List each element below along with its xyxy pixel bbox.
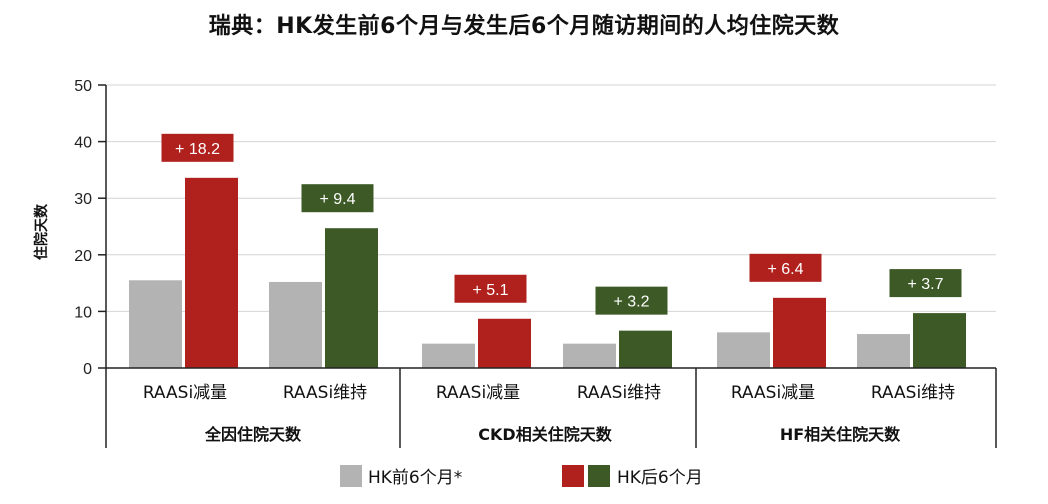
diff-label-box [161,133,234,162]
category-label: RAASi减量 [143,383,227,403]
bar-before [717,332,770,368]
legend-swatch [562,465,584,487]
bars [129,177,966,368]
group-label: CKD相关住院天数 [478,425,612,444]
diff-label: + 3.7 [907,276,943,293]
category-label: RAASi减量 [731,383,815,403]
legend: HK前6个月* HK后6个月 [340,465,703,488]
category-label: RAASi减量 [436,383,520,403]
diff-label: + 6.4 [767,261,803,278]
bar-before [857,334,910,368]
y-tick-label: 0 [83,361,92,378]
diff-label: + 18.2 [175,141,220,158]
bar-after [913,313,966,368]
legend-swatch [588,465,610,487]
y-tick-label: 10 [74,304,92,321]
y-tick-label: 40 [74,135,92,152]
diff-label: + 5.1 [472,282,508,299]
bar-after [478,318,531,368]
bar-before [563,343,616,368]
diff-label-box [301,184,374,213]
gridlines [106,84,996,312]
diff-label: + 3.2 [613,294,649,311]
y-tick-label: 30 [74,191,92,208]
y-tick-label: 20 [74,248,92,265]
bar-after [325,228,378,368]
y-tick-label: 50 [74,78,92,95]
category-label: RAASi维持 [871,383,955,403]
axes: 0 10 20 30 40 50 [74,78,997,448]
diff-label-box [889,269,962,298]
bar-after [773,297,826,368]
category-label: RAASi维持 [577,383,661,403]
bar-after [185,177,238,368]
group-label: 全因住院天数 [204,425,302,444]
bar-after [619,330,672,368]
legend-label: HK前6个月* [368,468,462,488]
bar-before [129,280,182,368]
bar-before [269,281,322,368]
diff-label: + 9.4 [319,191,355,208]
legend-label: HK后6个月 [617,468,703,488]
bar-before [422,343,475,368]
diff-label-box [454,274,527,303]
y-axis-label: 住院天数 [33,203,50,260]
chart-title: 瑞典：HK发生前6个月与发生后6个月随访期间的人均住院天数 [208,14,840,39]
diff-label-box [595,286,668,315]
legend-swatch [340,465,362,487]
diff-label-box [749,253,822,282]
category-label: RAASi维持 [283,383,367,403]
group-label: HF相关住院天数 [780,425,901,444]
